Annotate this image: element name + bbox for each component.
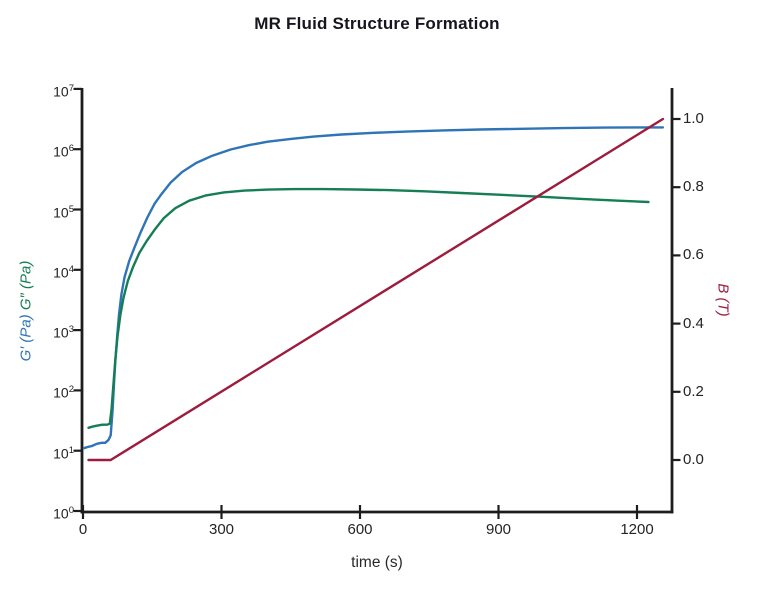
g-prime-axis-label: G′ (Pa) [17,314,35,362]
left-axis-tick-label: 105 [53,203,74,221]
x-axis-tick-label: 0 [78,521,88,538]
right-axis-label: B (T) [714,283,732,317]
left-axis-tick-label: 107 [53,82,74,100]
x-axis-tick-label: 600 [347,521,373,538]
axes-spines [80,88,674,514]
tick-marks [73,87,681,519]
x-axis-tick-label: 300 [208,521,235,538]
x-axis-tick-label: 1200 [620,521,654,538]
left-axis-label: G′ (Pa) G″ (Pa) [18,261,35,362]
left-axis-tick-label: 103 [53,324,74,341]
axis-label-separator [18,310,35,314]
g-double-prime-axis-label: G″ (Pa) [17,260,35,311]
curve-G-prime-storage-modulus [82,126,665,450]
right-axis-tick-label: 0.6 [683,246,704,264]
x-axis-label: time (s) [351,554,403,571]
right-axis-tick-label: 1.0 [683,110,704,127]
right-axis-tick-label: 0.8 [683,178,704,196]
left-axis-tick-label: 106 [53,143,74,160]
right-axis-tick-label: 0.2 [683,382,704,400]
data-curves [82,117,665,462]
left-axis-tick-label: 101 [53,444,74,462]
left-axis-tick-label: 100 [53,505,74,522]
x-axis-tick-label: 900 [485,521,512,538]
left-axis-tick-label: 102 [53,384,74,402]
left-axis-tick-label: 104 [53,263,74,281]
right-axis-tick-label: 0.4 [683,314,704,332]
curve-G-double-prime-loss-modulus [87,187,650,429]
curve-B-magnetic-field-ramp [87,117,665,462]
right-axis-tick-label: 0.0 [683,451,704,468]
chart-title: MR Fluid Structure Formation [254,14,500,33]
